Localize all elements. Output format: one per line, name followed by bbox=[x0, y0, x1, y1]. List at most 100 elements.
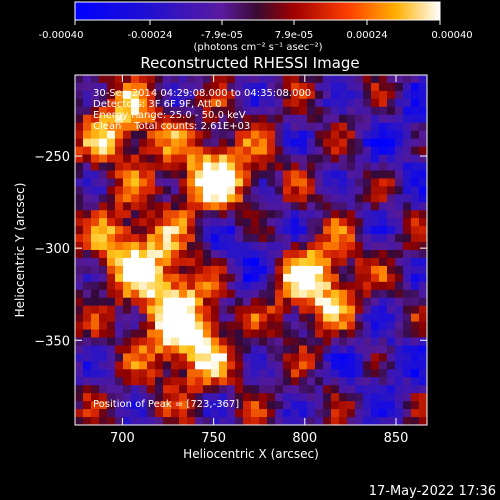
heatmap-cell bbox=[387, 226, 396, 235]
heatmap-cell bbox=[419, 337, 427, 347]
heatmap-cell bbox=[275, 178, 284, 187]
heatmap-cell bbox=[275, 250, 284, 259]
heatmap-cell bbox=[131, 281, 140, 291]
heatmap-cell bbox=[187, 385, 196, 394]
heatmap-cell bbox=[195, 218, 204, 227]
heatmap-cell bbox=[235, 361, 244, 370]
heatmap-cell bbox=[243, 138, 252, 148]
heatmap-cell bbox=[227, 313, 236, 323]
heatmap-cell bbox=[107, 369, 116, 378]
heatmap-cell bbox=[403, 345, 412, 354]
heatmap-cell bbox=[331, 170, 340, 179]
heatmap-cell bbox=[275, 186, 284, 195]
heatmap-cell bbox=[371, 393, 380, 402]
heatmap-cell bbox=[123, 369, 132, 378]
heatmap-cell bbox=[259, 250, 268, 259]
heatmap-cell bbox=[299, 210, 308, 219]
heatmap-cell bbox=[91, 170, 100, 179]
heatmap-cell bbox=[131, 210, 140, 219]
heatmap-cell bbox=[99, 273, 108, 283]
heatmap-cell bbox=[75, 393, 84, 402]
heatmap-cell bbox=[387, 289, 396, 299]
heatmap-cell bbox=[227, 385, 236, 394]
heatmap-cell bbox=[235, 289, 244, 299]
heatmap-cell bbox=[339, 313, 348, 323]
heatmap-cell bbox=[163, 210, 172, 219]
heatmap-cell bbox=[171, 154, 180, 164]
heatmap-cell bbox=[323, 377, 332, 386]
heatmap-cell bbox=[371, 385, 380, 394]
heatmap-cell bbox=[267, 194, 276, 203]
heatmap-cell bbox=[139, 146, 148, 156]
heatmap-cell bbox=[267, 114, 276, 124]
heatmap-cell bbox=[91, 226, 100, 235]
heatmap-cell bbox=[147, 250, 156, 259]
heatmap-cell bbox=[139, 98, 148, 108]
heatmap-cell bbox=[283, 273, 292, 283]
heatmap-cell bbox=[411, 377, 420, 386]
heatmap-cell bbox=[107, 130, 116, 140]
heatmap-cell bbox=[411, 146, 420, 156]
heatmap-cell bbox=[83, 170, 92, 179]
heatmap-cell bbox=[179, 329, 188, 339]
heatmap-cell bbox=[203, 130, 212, 140]
heatmap-cell bbox=[363, 353, 372, 362]
heatmap-cell bbox=[155, 178, 164, 187]
heatmap-cell bbox=[219, 178, 228, 187]
heatmap-cell bbox=[107, 114, 116, 124]
heatmap-cell bbox=[299, 170, 308, 179]
heatmap-cell bbox=[123, 417, 132, 425]
heatmap-cell bbox=[371, 226, 380, 235]
heatmap-cell bbox=[291, 345, 300, 354]
heatmap-cell bbox=[347, 98, 356, 108]
heatmap-cell bbox=[371, 106, 380, 116]
heatmap-cell bbox=[203, 194, 212, 203]
heatmap-cell bbox=[267, 98, 276, 108]
heatmap-cell bbox=[235, 401, 244, 410]
heatmap-cell bbox=[243, 114, 252, 124]
heatmap-cell bbox=[211, 265, 220, 275]
heatmap-cell bbox=[83, 98, 92, 108]
heatmap-cell bbox=[91, 106, 100, 116]
heatmap-cell bbox=[395, 377, 404, 386]
heatmap-cell bbox=[299, 353, 308, 362]
heatmap-cell bbox=[203, 242, 212, 251]
heatmap-cell bbox=[147, 114, 156, 124]
heatmap-cell bbox=[283, 281, 292, 291]
heatmap-cell bbox=[403, 98, 412, 108]
heatmap-cell bbox=[307, 369, 316, 378]
heatmap-cell bbox=[259, 281, 268, 291]
heatmap-cell bbox=[155, 170, 164, 179]
heatmap-cell bbox=[411, 242, 420, 251]
heatmap-cell bbox=[211, 377, 220, 386]
heatmap-cell bbox=[115, 329, 124, 339]
heatmap-cell bbox=[347, 265, 356, 275]
heatmap-cell bbox=[291, 138, 300, 148]
heatmap-cell bbox=[163, 385, 172, 394]
heatmap-cell bbox=[171, 146, 180, 156]
heatmap-cell bbox=[371, 265, 380, 275]
heatmap-cell bbox=[91, 321, 100, 331]
heatmap-cell bbox=[363, 329, 372, 339]
heatmap-cell bbox=[419, 281, 427, 291]
heatmap-cell bbox=[123, 273, 132, 283]
heatmap-cell bbox=[267, 273, 276, 283]
heatmap-cell bbox=[171, 385, 180, 394]
heatmap-cell bbox=[203, 75, 212, 84]
heatmap-cell bbox=[131, 242, 140, 251]
heatmap-cell bbox=[227, 210, 236, 219]
heatmap-cell bbox=[419, 130, 427, 140]
heatmap-cell bbox=[91, 234, 100, 243]
heatmap-cell bbox=[115, 106, 124, 116]
heatmap-cell bbox=[99, 82, 108, 92]
heatmap-cell bbox=[347, 202, 356, 211]
heatmap-cell bbox=[83, 250, 92, 259]
heatmap-cell bbox=[171, 234, 180, 243]
heatmap-cell bbox=[419, 361, 427, 370]
heatmap-cell bbox=[291, 186, 300, 195]
heatmap-cell bbox=[371, 210, 380, 219]
heatmap-cell bbox=[155, 345, 164, 354]
heatmap-cell bbox=[99, 226, 108, 235]
heatmap-cell bbox=[395, 281, 404, 291]
heatmap-cell bbox=[371, 114, 380, 124]
